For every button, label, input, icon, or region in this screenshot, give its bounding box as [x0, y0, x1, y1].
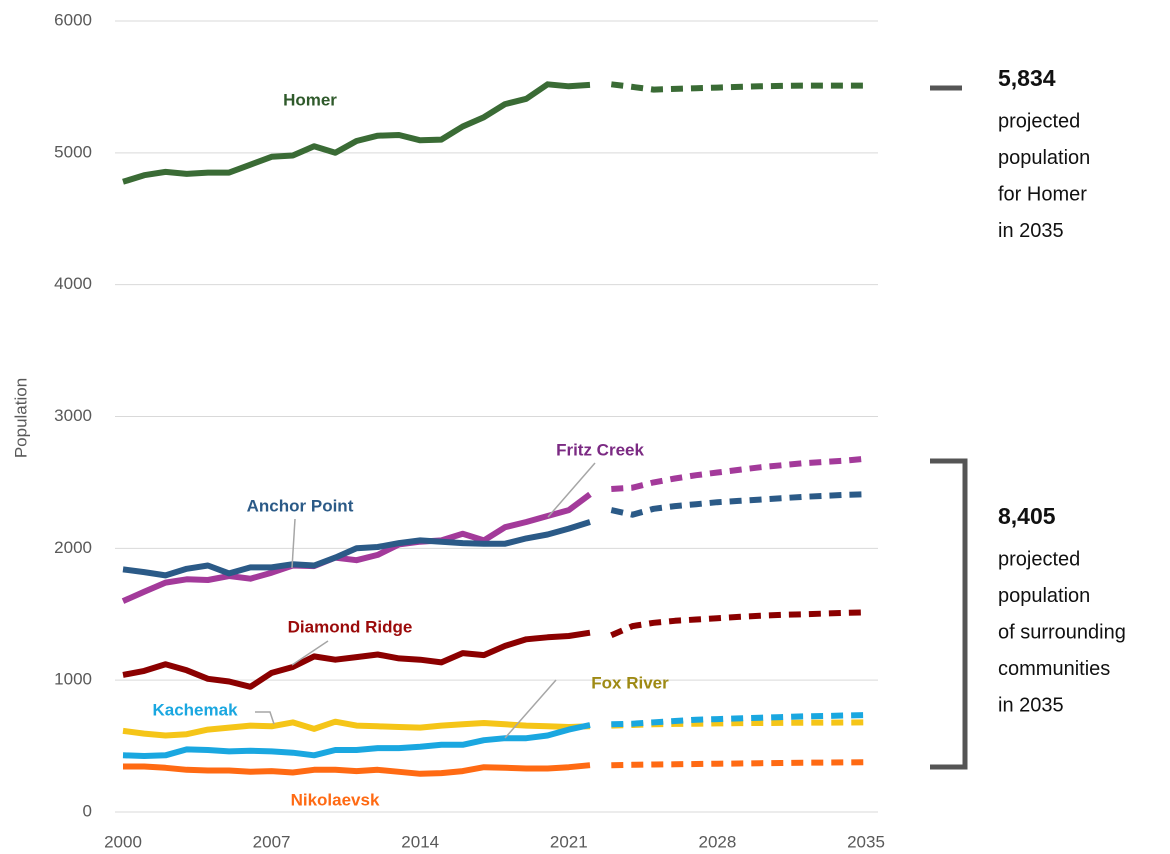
series-line: [122, 629, 591, 690]
series-line: [121, 491, 592, 604]
annotation-value: 8,405: [998, 503, 1056, 529]
series-line: [122, 718, 591, 739]
projection-line: [611, 712, 867, 728]
annotation-text: in 2035: [998, 694, 1064, 716]
label-leader: [255, 711, 275, 725]
x-tick-label: 2035: [847, 832, 885, 851]
series-label: Kachemak: [152, 700, 238, 719]
projection-line: [610, 491, 867, 518]
series-line: [122, 519, 591, 579]
annotation-text: in 2035: [998, 220, 1064, 242]
series-label: Fox River: [591, 673, 669, 692]
y-tick-label: 2000: [54, 538, 92, 557]
y-tick-label: 0: [83, 801, 92, 820]
projection-line: [611, 759, 867, 769]
y-tick-label: 3000: [54, 406, 92, 425]
x-tick-label: 2028: [698, 832, 736, 851]
x-tick-label: 2000: [104, 832, 142, 851]
x-tick-label: 2014: [401, 832, 439, 851]
label-leader: [291, 518, 296, 569]
communities-bracket: [930, 458, 968, 770]
annotation-text: communities: [998, 658, 1110, 680]
series-line: [122, 722, 591, 759]
x-tick-label: 2007: [253, 832, 291, 851]
series-label: Homer: [283, 90, 337, 109]
annotation-text: projected: [998, 548, 1080, 570]
y-axis-label: Population: [11, 378, 30, 458]
projection-line: [611, 455, 867, 492]
annotation-value: 5,834: [998, 65, 1056, 91]
y-tick-label: 4000: [54, 274, 92, 293]
series-label: Diamond Ridge: [288, 617, 413, 636]
projection-line: [611, 719, 867, 729]
series-line: [122, 81, 591, 185]
annotation-text: population: [998, 585, 1090, 607]
series-line: [123, 762, 591, 777]
y-tick-label: 1000: [54, 670, 92, 689]
label-leader: [547, 462, 596, 518]
label-leader: [504, 679, 557, 739]
annotation-text: of surrounding: [998, 621, 1126, 643]
projection-line: [610, 81, 866, 93]
annotation-text: projected: [998, 110, 1080, 132]
x-tick-label: 2021: [550, 832, 588, 851]
series-label: Anchor Point: [247, 496, 354, 515]
series-label: Nikolaevsk: [291, 790, 380, 809]
projection-line: [610, 609, 867, 639]
annotation-text: population: [998, 147, 1090, 169]
y-tick-label: 5000: [54, 142, 92, 161]
series-label: Fritz Creek: [556, 440, 644, 459]
y-tick-label: 6000: [54, 10, 92, 29]
annotation-text: for Homer: [998, 183, 1087, 205]
label-leader: [291, 640, 329, 666]
